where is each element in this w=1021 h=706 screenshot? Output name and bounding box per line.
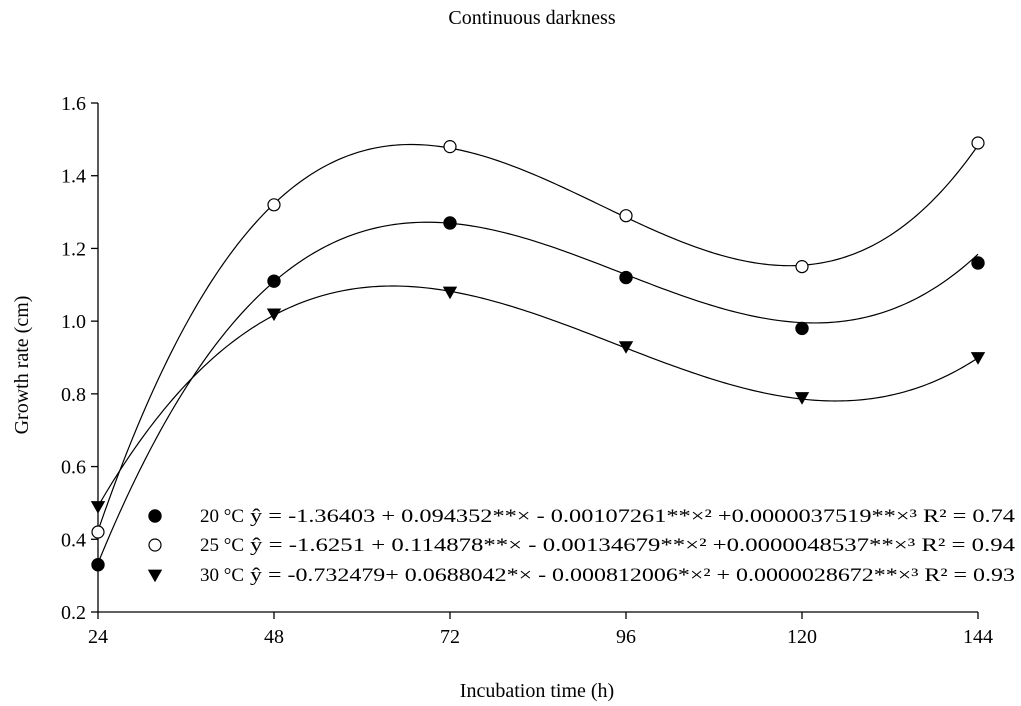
data-point-series-2 bbox=[91, 525, 105, 539]
data-point-series-3 bbox=[442, 286, 458, 300]
chart-title: Continuous darkness bbox=[448, 7, 615, 29]
data-point-series-2 bbox=[443, 140, 457, 154]
y-tick-label: 0.6 bbox=[61, 457, 86, 479]
fit-curves bbox=[97, 143, 979, 564]
y-tick-label: 1.2 bbox=[61, 238, 86, 260]
data-point-series-2 bbox=[971, 136, 985, 150]
x-tick-label: 24 bbox=[88, 626, 108, 648]
data-point-series-1 bbox=[91, 558, 105, 572]
data-point-series-3 bbox=[90, 501, 106, 514]
x-tick-label: 96 bbox=[616, 626, 636, 648]
data-point-series-3 bbox=[970, 352, 986, 365]
y-axis-label: Growth rate (cm) bbox=[11, 296, 33, 435]
x-axis-label: Incubation time (h) bbox=[460, 680, 614, 702]
data-point-series-2 bbox=[795, 260, 809, 274]
axes: 24 48 72 96 120 144 0.2 0.4 0.6 0.8 1.0 1.2 1.4 1.6 bbox=[61, 93, 993, 648]
plot-area: 24 48 72 96 120 144 0.2 0.4 0.6 0.8 1.0 1.2 1.4 1.6 2… bbox=[61, 93, 1016, 648]
data-point-series-3 bbox=[618, 341, 634, 354]
x-tick-label: 48 bbox=[264, 626, 284, 648]
legend-marker-series-1 bbox=[148, 509, 162, 523]
data-point-series-2 bbox=[267, 198, 281, 212]
fit-curve-series-2 bbox=[97, 143, 979, 532]
legend-equation: ŷ = -0.732479+ 0.0688042*× - 0.000812006… bbox=[250, 565, 1015, 586]
y-tick-label: 0.8 bbox=[61, 384, 86, 406]
x-tick-label: 120 bbox=[787, 626, 817, 648]
data-point-series-1 bbox=[795, 321, 809, 336]
legend-equation: ŷ = -1.6251 + 0.114878**× - 0.00134679**… bbox=[250, 535, 1016, 556]
fit-curve-series-3 bbox=[97, 285, 979, 507]
legend-marker-series-2 bbox=[148, 538, 162, 552]
y-tick-label: 0.4 bbox=[61, 529, 86, 551]
data-point-series-1 bbox=[971, 256, 985, 270]
x-tick-label: 72 bbox=[440, 626, 460, 648]
y-tick-label: 1.6 bbox=[61, 93, 86, 115]
legend-series-name: 20 °C bbox=[200, 506, 244, 527]
data-points bbox=[90, 136, 986, 572]
y-tick-label: 0.2 bbox=[61, 602, 86, 624]
data-point-series-3 bbox=[794, 392, 810, 405]
y-tick-label: 1.0 bbox=[61, 311, 86, 333]
x-tick-label: 144 bbox=[963, 626, 993, 648]
y-tick-label: 1.4 bbox=[61, 166, 86, 188]
legend-equation: ŷ = -1.36403 + 0.094352**× - 0.00107261*… bbox=[250, 506, 1016, 527]
legend-series-name: 25 °C bbox=[200, 535, 244, 556]
data-point-series-1 bbox=[443, 216, 457, 230]
data-point-series-1 bbox=[619, 270, 633, 285]
data-point-series-1 bbox=[267, 274, 281, 288]
data-point-series-3 bbox=[266, 308, 282, 322]
legend: 20 °C ŷ = -1.36403 + 0.094352**× - 0.0010… bbox=[147, 506, 1016, 586]
data-point-series-2 bbox=[619, 209, 633, 223]
fit-curve-series-1 bbox=[97, 221, 979, 564]
legend-series-name: 30 °C bbox=[200, 565, 244, 586]
legend-marker-series-3 bbox=[147, 569, 163, 583]
